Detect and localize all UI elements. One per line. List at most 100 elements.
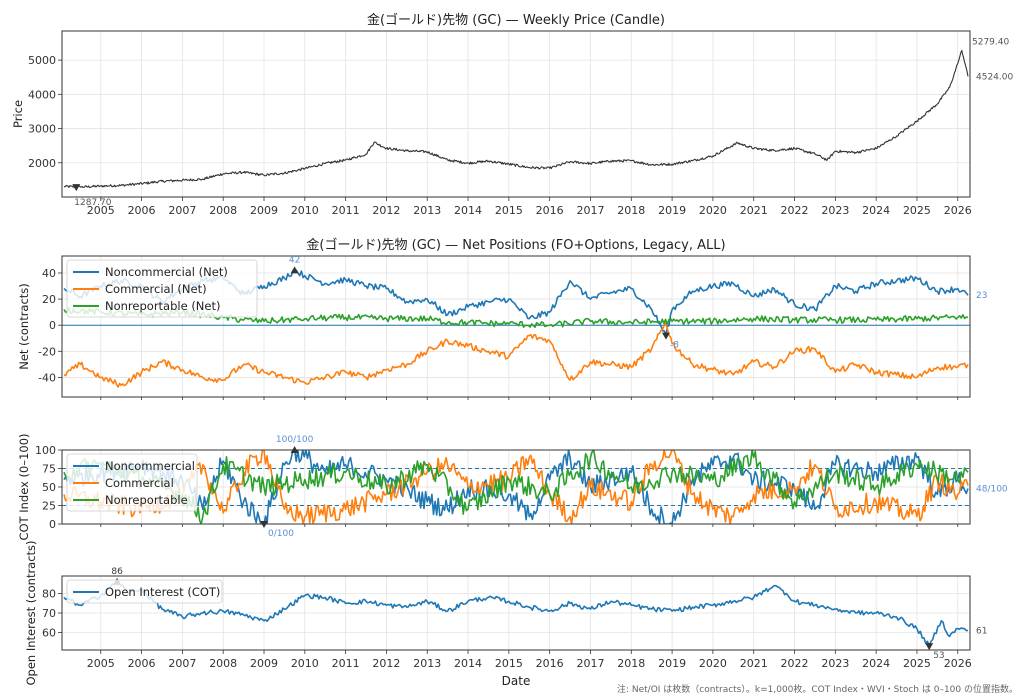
x-tick-label: 2015 xyxy=(495,204,523,217)
open_interest-ylabel: Open Interest (contracts) xyxy=(24,540,38,685)
cot_index-series-commercial xyxy=(63,450,969,524)
y-tick-label: -40 xyxy=(38,371,56,384)
cot_index-panel: 0 25 50 75 100 100/100 0/100 48/100 COT Index (0… xyxy=(17,433,1008,540)
y-tick-label: 40 xyxy=(42,267,56,280)
max-label: 5279.40 xyxy=(972,38,1009,48)
x-tick-label: 2006 xyxy=(128,657,156,670)
axes-frame xyxy=(61,449,971,525)
cot_index-series-nonreportable xyxy=(63,450,969,524)
x-tick-label: 2017 xyxy=(576,657,604,670)
min-marker xyxy=(661,332,670,340)
last-label: 61 xyxy=(976,627,987,637)
price-series-price xyxy=(63,49,969,189)
price-ylabel: Price xyxy=(11,100,25,128)
x-tick-label: 2024 xyxy=(862,657,890,670)
x-tick-label: 2022 xyxy=(781,657,809,670)
cot_index-series-noncommercial xyxy=(63,450,969,524)
x-tick-label: 2020 xyxy=(699,657,727,670)
net-title: 金(ゴールド)先物 (GC) — Net Positions (FO+Optio… xyxy=(306,237,725,253)
x-tick-label: 2010 xyxy=(291,657,319,670)
y-tick-label: -20 xyxy=(38,345,56,358)
x-tick-label: 2023 xyxy=(821,657,849,670)
footnote: 注: Net/OI は枚数（contracts）。k=1,000枚。COT In… xyxy=(616,685,1018,695)
x-tick-label: 2017 xyxy=(576,204,604,217)
net-series-commercial-net- xyxy=(63,321,969,388)
legend-entry: Open Interest (COT) xyxy=(105,585,220,599)
x-tick-label: 2011 xyxy=(332,204,360,217)
x-tick-label: 2007 xyxy=(168,204,196,217)
x-tick-label: 2016 xyxy=(536,657,564,670)
cot_index-legend: Noncommercial Commercial Nonreportable xyxy=(66,453,198,512)
x-tick-label: 2008 xyxy=(209,204,237,217)
max-label: 42 xyxy=(289,255,300,265)
min-marker xyxy=(925,643,934,651)
y-tick-label: 50 xyxy=(42,481,56,494)
y-tick-label: 25 xyxy=(42,500,56,513)
open_interest-panel: 60 70 80 2005 2006 2007 2008 2009 2010 2011 2012 20… xyxy=(24,540,987,688)
x-tick-label: 2019 xyxy=(658,204,686,217)
x-tick-label: 2018 xyxy=(617,204,645,217)
x-tick-label: 2015 xyxy=(495,657,523,670)
y-tick-label: 3000 xyxy=(28,123,56,136)
price-series-group xyxy=(63,49,969,189)
net-ylabel: Net (contracts) xyxy=(17,283,31,370)
x-tick-label: 2023 xyxy=(821,204,849,217)
x-tick-label: 2013 xyxy=(413,204,441,217)
price-panel: 2000 3000 4000 5000 2005 2006 2007 2008 2009 2010… xyxy=(11,12,1013,217)
x-tick-label: 2005 xyxy=(87,204,115,217)
x-tick-label: 2026 xyxy=(944,204,972,217)
x-tick-label: 2005 xyxy=(87,657,115,670)
x-tick-label: 2018 xyxy=(617,657,645,670)
x-tick-label: 2009 xyxy=(250,657,278,670)
open_interest-series-group xyxy=(63,581,969,647)
net-panel: -40 -20 0 20 40 42 -8 23 金(ゴールド)先物 (GC) — Net Po… xyxy=(17,237,987,400)
legend-box xyxy=(66,259,258,318)
y-tick-label: 2000 xyxy=(28,157,56,170)
x-tick-label: 2020 xyxy=(699,204,727,217)
y-tick-label: 100 xyxy=(35,444,56,457)
x-tick-label: 2019 xyxy=(658,657,686,670)
min-label: -8 xyxy=(670,341,679,351)
x-tick-label: 2024 xyxy=(862,204,890,217)
y-tick-label: 20 xyxy=(42,293,56,306)
min-label: 1287.70 xyxy=(74,198,111,208)
x-tick-label: 2010 xyxy=(291,204,319,217)
price-title: 金(ゴールド)先物 (GC) — Weekly Price (Candle) xyxy=(367,12,665,28)
last-label: 4524.00 xyxy=(976,72,1013,82)
y-tick-label: 0 xyxy=(49,518,56,531)
net-legend: Noncommercial (Net) Commercial (Net) Nonre… xyxy=(66,259,258,318)
axes-frame xyxy=(61,575,971,651)
open_interest-series-open-interest-cot- xyxy=(63,581,969,647)
legend-entry: Noncommercial xyxy=(105,459,195,473)
last-label: 48/100 xyxy=(976,484,1008,494)
max-marker xyxy=(290,446,299,453)
legend-entry: Nonreportable (Net) xyxy=(105,299,220,313)
max-label: 86 xyxy=(111,567,123,577)
x-tick-label: 2021 xyxy=(740,204,768,217)
y-tick-label: 70 xyxy=(42,607,56,620)
legend-box xyxy=(66,453,198,512)
x-tick-label: 2013 xyxy=(413,657,441,670)
min-label: 0/100 xyxy=(268,529,294,539)
legend-entry: Noncommercial (Net) xyxy=(105,265,228,279)
x-tick-label: 2014 xyxy=(454,657,482,670)
x-tick-label: 2011 xyxy=(332,657,360,670)
min-marker xyxy=(72,184,81,192)
x-tick-label: 2016 xyxy=(536,204,564,217)
cot_index-series-group xyxy=(63,450,969,524)
legend-box xyxy=(66,579,223,604)
min-marker xyxy=(260,521,269,528)
x-tick-label: 2009 xyxy=(250,204,278,217)
legend-entry: Commercial (Net) xyxy=(105,282,207,296)
axes-frame xyxy=(61,255,971,398)
y-tick-label: 60 xyxy=(42,626,56,639)
open_interest-legend: Open Interest (COT) xyxy=(66,579,223,604)
x-tick-label: 2007 xyxy=(168,657,196,670)
min-label: 53 xyxy=(933,651,944,661)
cot_index-ylabel: COT Index (0–100) xyxy=(17,433,31,540)
last-label: 23 xyxy=(976,291,987,301)
y-tick-label: 0 xyxy=(49,319,56,332)
y-tick-label: 75 xyxy=(42,463,56,476)
x-tick-label: 2014 xyxy=(454,204,482,217)
